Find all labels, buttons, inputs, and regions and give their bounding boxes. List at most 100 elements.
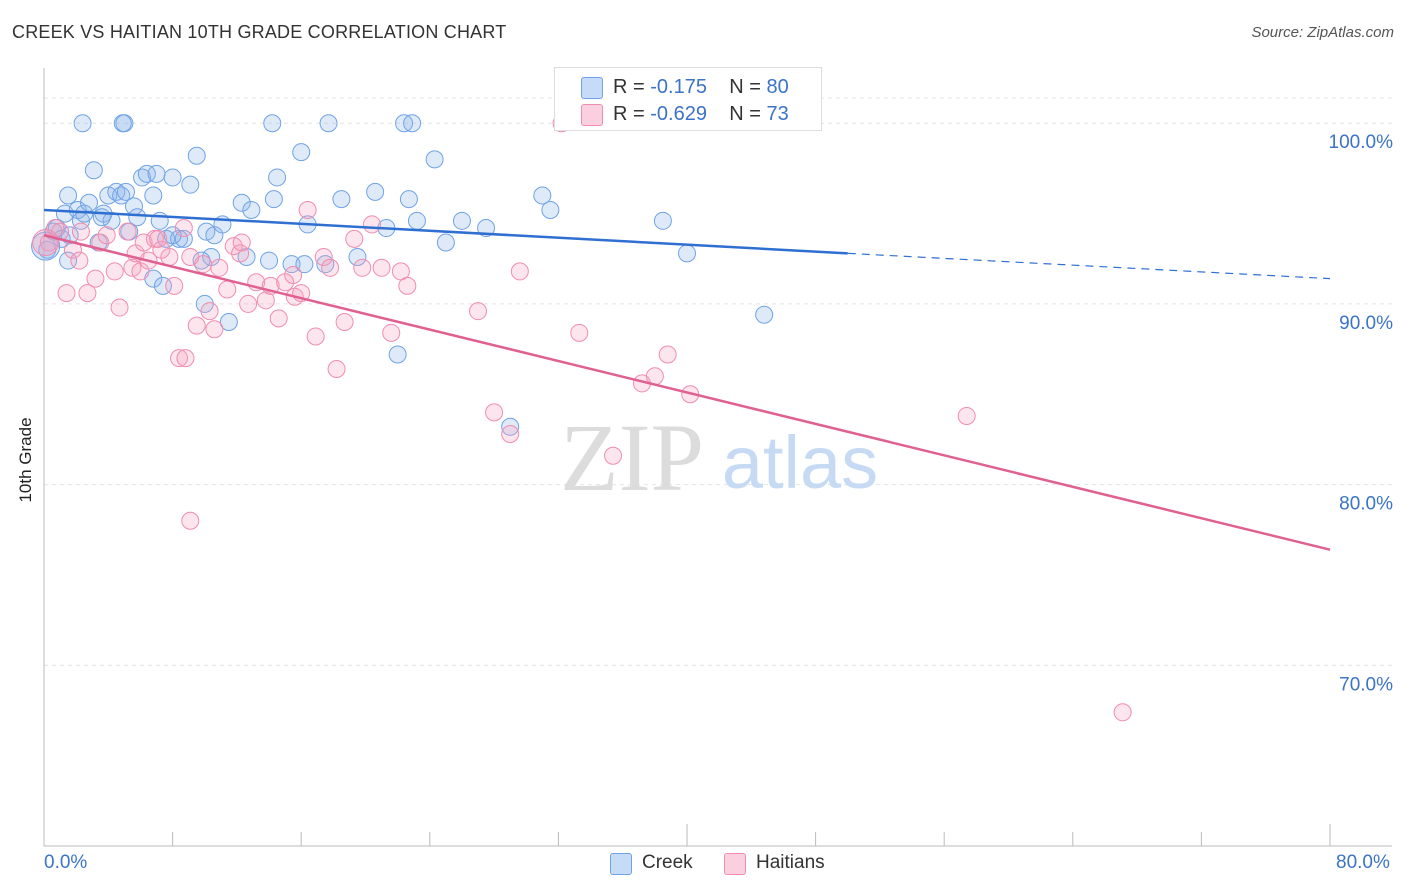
creek-point: [292, 143, 311, 162]
haitians-swatch: [581, 104, 603, 126]
creek-point: [219, 313, 238, 331]
haitians-point: [256, 291, 275, 310]
creek-points: [31, 114, 774, 436]
x-min-label: 0.0%: [44, 852, 88, 873]
creek-point: [295, 255, 314, 274]
haitians-point: [118, 222, 137, 241]
creek-point: [147, 164, 166, 183]
haitians-point: [604, 446, 623, 465]
haitians-point: [32, 228, 60, 256]
haitians-point: [232, 233, 251, 252]
creek-n-label: N =: [729, 76, 767, 98]
haitians-n-label: N =: [729, 103, 767, 125]
haitians-point: [181, 511, 200, 530]
haitians-point: [57, 284, 76, 303]
creek-point: [174, 229, 193, 248]
haitians-point: [105, 262, 124, 281]
grid-lines: [44, 97, 1392, 666]
haitians-point: [284, 266, 303, 285]
creek-point: [163, 226, 182, 245]
creek-point: [133, 168, 152, 187]
creek-trend-line: [43, 208, 848, 255]
creek-point: [112, 186, 131, 205]
haitians-point: [345, 229, 364, 248]
haitians-point: [46, 219, 65, 238]
source-label: Source: ZipAtlas.com: [1251, 24, 1394, 41]
creek-point: [425, 150, 444, 169]
haitians-point: [469, 302, 488, 321]
haitians-point: [485, 403, 504, 422]
haitians-point: [176, 349, 195, 368]
haitians-point: [70, 251, 89, 270]
y-tick-label: 70.0%: [1339, 674, 1393, 695]
creek-point: [533, 186, 552, 205]
creek-point: [107, 182, 126, 201]
creek-point: [436, 233, 455, 252]
haitians-point: [298, 200, 317, 219]
creek-point: [144, 186, 163, 205]
creek-r-value: -0.175: [650, 76, 707, 98]
haitians-point: [658, 345, 677, 364]
creek-point: [541, 200, 560, 219]
axes: [43, 68, 1392, 847]
creek-point: [92, 208, 111, 227]
creek-point: [755, 305, 774, 324]
haitians-point: [134, 233, 153, 252]
creek-point: [332, 190, 351, 209]
haitians-legend-label: Haitians: [756, 852, 825, 873]
creek-point: [242, 200, 261, 219]
creek-point: [268, 168, 287, 187]
creek-point: [316, 255, 335, 274]
creek-point: [388, 345, 407, 364]
creek-point: [80, 193, 99, 212]
haitians-point: [306, 327, 325, 346]
haitians-point: [97, 226, 116, 245]
haitians-point: [110, 298, 129, 317]
x-max-label: 80.0%: [1336, 852, 1390, 873]
haitians-point: [372, 258, 391, 277]
haitians-point: [239, 294, 258, 313]
creek-point: [263, 114, 282, 133]
creek-point: [260, 251, 279, 270]
creek-point: [501, 417, 520, 436]
creek-point: [137, 164, 156, 183]
creek-point: [59, 186, 78, 205]
haitians-point: [382, 323, 401, 342]
creek-swatch: [581, 77, 603, 99]
y-tick-labels: 70.0% 80.0% 90.0% 100.0%: [1329, 132, 1394, 695]
haitians-point: [200, 302, 219, 321]
haitians-point: [160, 247, 179, 266]
creek-point: [128, 208, 147, 227]
haitians-point: [1113, 703, 1132, 722]
haitians-point: [149, 229, 168, 248]
haitians-point: [314, 247, 333, 266]
creek-n-value: 80: [766, 76, 789, 98]
haitians-point: [86, 269, 105, 288]
creek-point: [102, 211, 121, 230]
haitians-point: [205, 320, 224, 339]
creek-point: [452, 211, 471, 230]
haitians-r-label: R =: [613, 103, 651, 125]
haitians-trend-line: [43, 234, 1331, 551]
watermark: ZIP atlas: [560, 404, 878, 511]
creek-point: [399, 190, 418, 209]
haitians-point: [335, 313, 354, 331]
haitians-point: [501, 425, 520, 444]
haitians-legend-swatch: [724, 853, 746, 875]
haitians-point: [510, 262, 529, 281]
haitians-point: [165, 276, 184, 295]
haitians-point: [174, 219, 193, 238]
haitians-point: [78, 284, 97, 303]
haitians-n-value: 73: [766, 103, 789, 125]
haitians-point: [187, 316, 206, 335]
watermark-atlas: atlas: [722, 421, 878, 504]
creek-point: [181, 175, 200, 194]
creek-point: [264, 190, 283, 209]
haitians-point: [170, 349, 189, 368]
haitians-point: [362, 215, 381, 234]
creek-point: [678, 244, 696, 263]
y-tick-label: 100.0%: [1329, 132, 1394, 153]
creek-point: [163, 168, 182, 187]
haitians-point: [957, 406, 976, 425]
